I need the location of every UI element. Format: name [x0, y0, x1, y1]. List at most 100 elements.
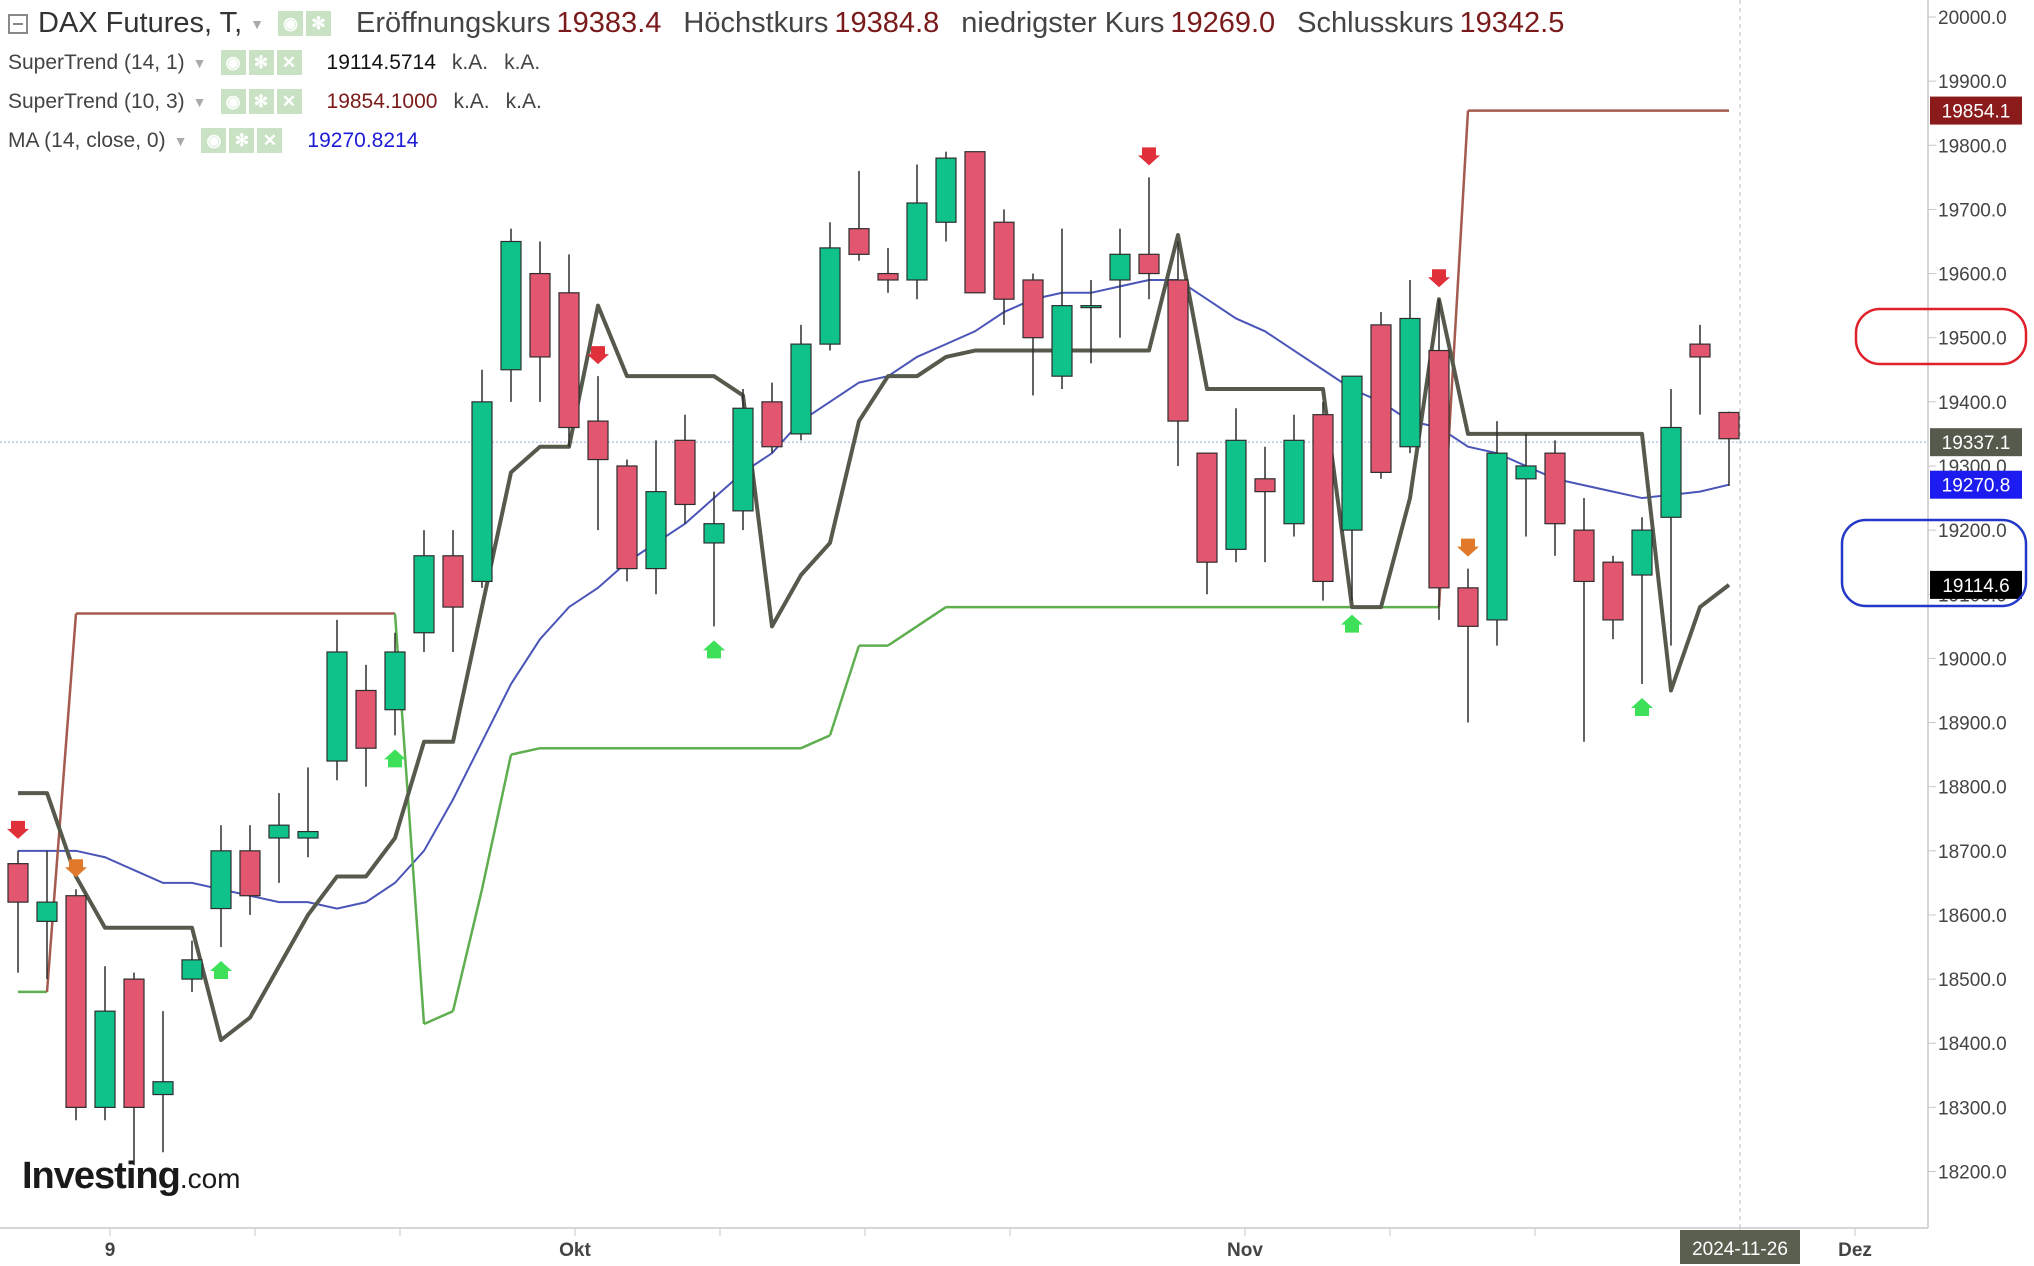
candle-body [297, 830, 319, 839]
eye-icon[interactable]: ◉ [220, 50, 246, 75]
indicator-tools: ◉ ✻ ✕ [220, 89, 305, 114]
candle-body [1196, 452, 1218, 563]
candle-body [1341, 375, 1363, 531]
indicator-label[interactable]: MA (14, close, 0) [8, 128, 166, 152]
y-tick-label: 18900.0 [1938, 714, 2007, 735]
candle-body [1689, 343, 1711, 358]
indicator-tools: ◉ ✻ ✕ [201, 128, 285, 153]
candle-body [1283, 439, 1305, 525]
blue-annotation-circle [1840, 518, 2028, 608]
indicator-extra-1: k.A. [453, 89, 490, 113]
x-tick-label: 9 [105, 1240, 116, 1261]
y-tick-label: 18600.0 [1938, 906, 2007, 927]
eye-icon[interactable]: ◉ [220, 89, 246, 114]
candle-body [152, 1081, 174, 1096]
indicator-label[interactable]: SuperTrend (10, 3) [8, 89, 185, 113]
candle-body [1109, 253, 1131, 281]
y-tick-label: 18400.0 [1938, 1034, 2007, 1055]
candle-body [239, 850, 261, 897]
indicator-value: 19114.5714 [326, 50, 436, 74]
caret-down-icon[interactable]: ▼ [192, 93, 207, 110]
indicator-lines [18, 109, 1731, 1043]
close-icon[interactable]: ✕ [276, 50, 302, 75]
gear-icon[interactable]: ✻ [248, 89, 274, 114]
y-tick-label: 20000.0 [1938, 8, 2007, 29]
symbol-title[interactable]: DAX Futures, T, [38, 7, 243, 39]
price-tag [1930, 428, 2022, 457]
caret-down-icon[interactable]: ▼ [173, 132, 188, 149]
gear-icon[interactable]: ✻ [306, 11, 332, 36]
y-tick-label: 18700.0 [1938, 842, 2007, 863]
x-tick-label: 2024-11-26 [1692, 1239, 1788, 1260]
candle-body [964, 151, 986, 294]
candle-body [1370, 324, 1392, 473]
candle-body [1022, 279, 1044, 339]
candle-body [268, 824, 290, 839]
investing-logo: Investing.com [22, 1155, 241, 1198]
ohlc-low-value: 19269.0 [1170, 7, 1276, 39]
candle-body [94, 1010, 116, 1108]
indicator-tools: ◉ ✻ ✕ [220, 50, 305, 75]
supertrend-slow-segment [510, 746, 541, 756]
ohlc-open-value: 19383.4 [556, 7, 662, 39]
candle-body [1080, 305, 1102, 309]
candle-body [355, 689, 377, 749]
indicator-value: 19270.8214 [307, 128, 419, 152]
candle-body [674, 439, 696, 506]
candle-body [1399, 317, 1421, 448]
candle-body [703, 523, 725, 544]
price-tag [1930, 570, 2022, 599]
chart-legend: DAX Futures, T, ▼ ◉ ✻ Eröffnungskurs 193… [8, 4, 1586, 160]
indicator-extra-2: k.A. [505, 89, 542, 113]
eye-icon[interactable]: ◉ [278, 11, 304, 36]
y-tick-label: 19500.0 [1938, 329, 2007, 350]
candle-body [1428, 349, 1450, 589]
candle-body [1051, 305, 1073, 377]
x-tick-label: Dez [1838, 1240, 1872, 1261]
candle-body [1515, 465, 1537, 480]
logo-main: Investing [22, 1155, 181, 1197]
candle-body [471, 401, 493, 583]
supertrend-fast-line [18, 233, 1731, 1043]
ohlc-high-value: 19384.8 [834, 7, 940, 39]
legend-main-row: DAX Futures, T, ▼ ◉ ✻ Eröffnungskurs 193… [8, 4, 1586, 43]
legend-indicator-supertrend-14: SuperTrend (14, 1) ▼ ◉ ✻ ✕ 19114.5714 k.… [8, 43, 1586, 82]
eye-icon[interactable]: ◉ [201, 128, 227, 153]
gear-icon[interactable]: ✻ [248, 50, 274, 75]
candle-body [1660, 426, 1682, 518]
y-tick-label: 18200.0 [1938, 1163, 2007, 1184]
ohlc-close-value: 19342.5 [1459, 7, 1565, 39]
red-annotation-circle [1854, 307, 2028, 366]
close-icon[interactable]: ✕ [257, 128, 283, 153]
ohlc-low-label: niedrigster Kurs [961, 7, 1165, 39]
candle-body [616, 465, 638, 570]
price-tag-label: 19114.6 [1942, 576, 2009, 597]
close-icon[interactable]: ✕ [276, 89, 302, 114]
sell-signal-icon [65, 859, 87, 878]
supertrend-slow-segment [800, 734, 831, 750]
sell-signal-icon [1457, 538, 1479, 557]
candle-body [384, 651, 406, 711]
candle-body [790, 343, 812, 435]
candle-body [1544, 452, 1566, 525]
indicator-label[interactable]: SuperTrend (14, 1) [8, 50, 185, 74]
y-tick-label: 19700.0 [1938, 200, 2007, 221]
caret-down-icon[interactable]: ▼ [250, 15, 265, 32]
sell-signal-icon [1138, 147, 1160, 166]
legend-indicator-ma: MA (14, close, 0) ▼ ◉ ✻ ✕ 19270.8214 [8, 121, 1586, 160]
collapse-icon[interactable] [8, 13, 28, 34]
buy-signal-icon [1341, 614, 1363, 633]
buy-signal-icon [384, 749, 406, 768]
candle-body [848, 228, 870, 255]
candle-body [529, 272, 551, 358]
candle-body [819, 247, 841, 345]
candle-body [761, 401, 783, 448]
price-tag-label: 19337.1 [1942, 433, 2011, 454]
caret-down-icon[interactable]: ▼ [192, 54, 207, 71]
gear-icon[interactable]: ✻ [229, 128, 255, 153]
candle-body [877, 272, 899, 281]
supertrend-slow-segment [828, 645, 861, 736]
ohlc-close-label: Schlusskurs [1297, 7, 1454, 39]
candle-body [732, 407, 754, 512]
